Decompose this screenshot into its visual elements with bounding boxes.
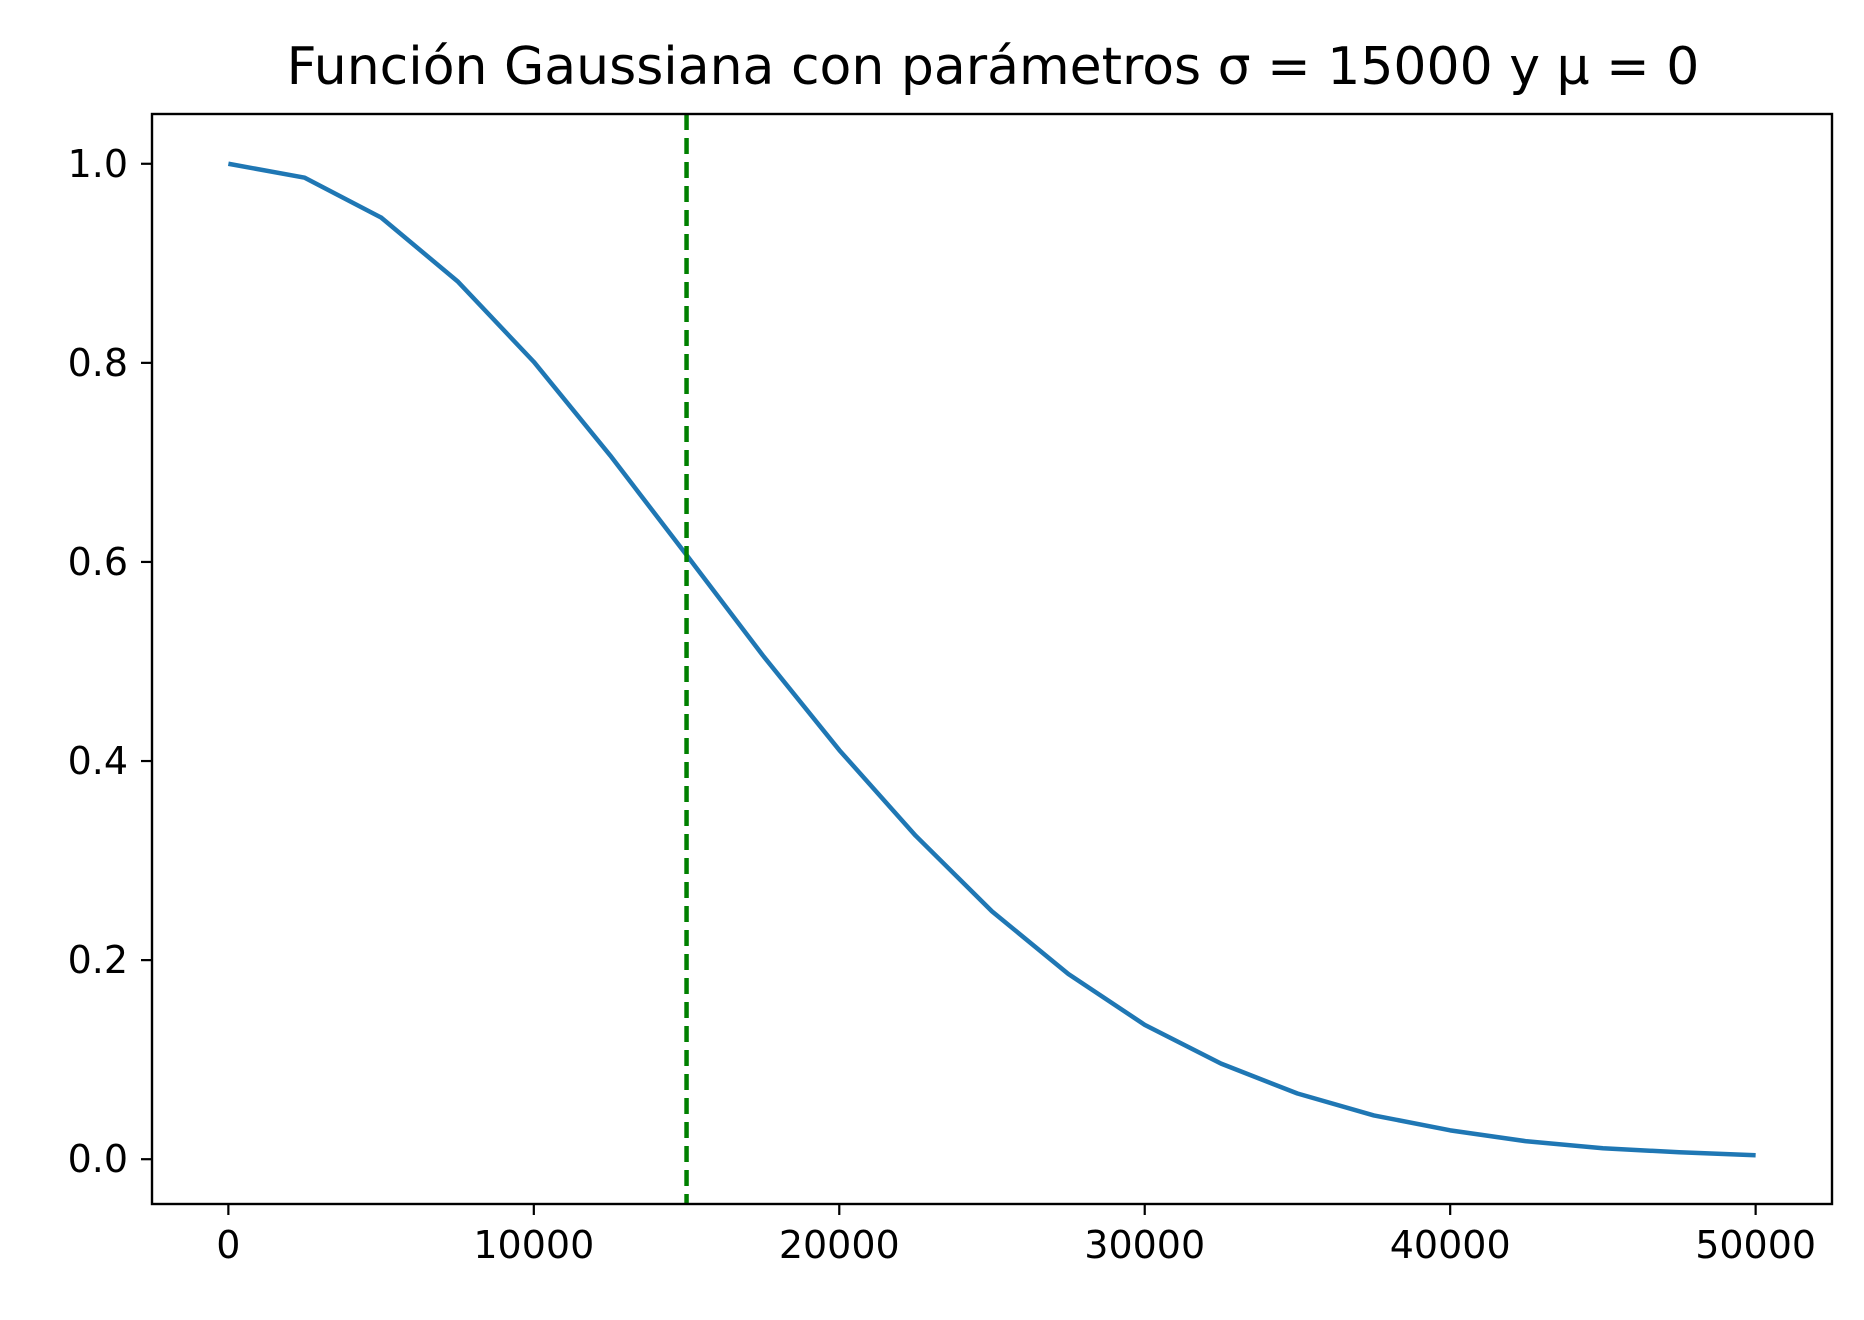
y-tick-label: 0.0: [68, 1137, 128, 1181]
x-tick-label: 50000: [1695, 1223, 1816, 1267]
y-tick-label: 0.8: [68, 341, 128, 385]
y-tick-label: 0.2: [68, 938, 128, 982]
plot-content: [227, 114, 1756, 1204]
x-tick-label: 40000: [1390, 1223, 1511, 1267]
series-line-0: [227, 161, 1756, 1158]
chart-title: Función Gaussiana con parámetros σ = 150…: [287, 37, 1700, 97]
x-tick-label: 10000: [473, 1223, 594, 1267]
x-tick-label: 20000: [779, 1223, 900, 1267]
x-tick-label: 30000: [1084, 1223, 1205, 1267]
y-tick-label: 1.0: [68, 142, 128, 186]
plot-area: [227, 114, 1756, 1204]
y-tick-label: 0.6: [68, 540, 128, 584]
x-tick-label: 0: [216, 1223, 240, 1267]
axes-frame: [150, 112, 1834, 1206]
axes: 0 10000 20000 30000 40000 50000 0.0 0.2 0.4 0.6 0.…: [68, 112, 1834, 1267]
y-tick-label: 0.4: [68, 739, 128, 783]
